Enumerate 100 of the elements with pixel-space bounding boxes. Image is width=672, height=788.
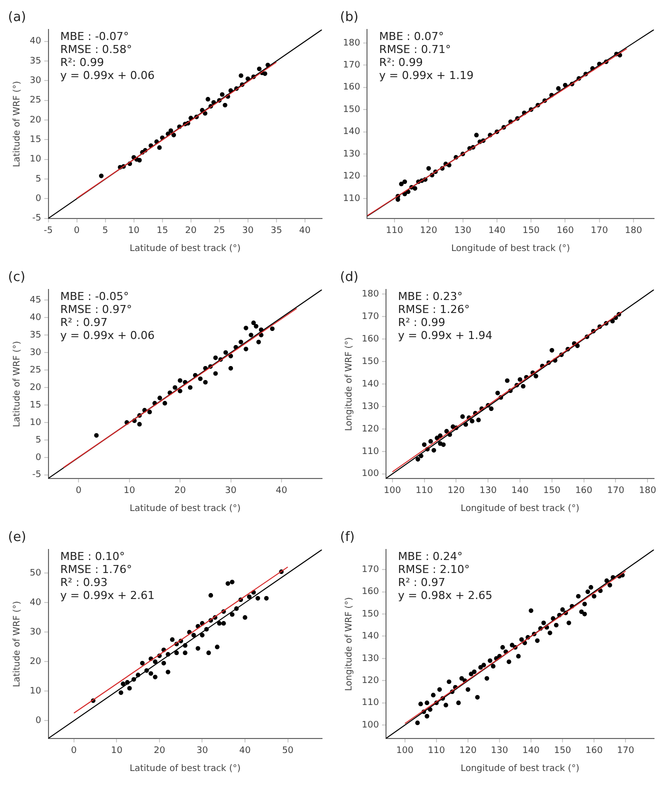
- point: [174, 650, 179, 656]
- y-tick-label: 180: [362, 289, 380, 300]
- x-tick-label: 170: [590, 226, 608, 236]
- chart-title: (c): [8, 270, 26, 286]
- x-tick-label: 140: [511, 486, 529, 496]
- chart-title: (b): [340, 10, 358, 26]
- y-tick-label: 180: [342, 38, 360, 48]
- point: [428, 439, 433, 444]
- x-tick-label: 160: [585, 746, 603, 756]
- x-tick-label: 150: [522, 226, 540, 236]
- point: [444, 428, 449, 434]
- x-tick-label: 170: [617, 746, 634, 756]
- x-tick-label: 140: [522, 746, 540, 756]
- y-tick-label: 10: [30, 418, 42, 428]
- x-tick-label: 170: [607, 486, 625, 496]
- annotation: MBE : -0.05°: [60, 290, 129, 303]
- point: [262, 71, 268, 76]
- x-tick-label: 110: [416, 486, 434, 496]
- y-tick-label: 10: [30, 154, 42, 165]
- x-tick-label: 30: [225, 486, 237, 496]
- y-tick-label: 30: [30, 628, 42, 638]
- point: [556, 86, 561, 91]
- point: [137, 158, 142, 162]
- x-tick-label: 0: [74, 226, 80, 236]
- annotation: R² : 0.97: [60, 316, 108, 329]
- annotation: MBE : 0.24°: [398, 550, 463, 563]
- y-tick-label: 0: [36, 452, 42, 463]
- x-tick-label: 25: [214, 226, 226, 236]
- point: [441, 442, 446, 447]
- x-axis-title: Longitude of best track (°): [451, 244, 570, 254]
- point: [248, 332, 254, 338]
- annotation: y = 0.99x + 0.06: [60, 68, 155, 82]
- point: [402, 179, 408, 184]
- point: [157, 145, 162, 150]
- point: [422, 442, 427, 447]
- point: [217, 621, 222, 626]
- point: [495, 390, 500, 396]
- point: [246, 594, 252, 600]
- x-tick-label: -5: [44, 226, 53, 236]
- y-tick-label: 20: [30, 115, 42, 126]
- x-tick-label: 130: [479, 486, 497, 496]
- point: [182, 650, 188, 656]
- x-tick-label: 50: [282, 746, 294, 756]
- y-tick-label: 40: [30, 36, 42, 47]
- y-tick-label: 5: [36, 435, 42, 446]
- y-axis-title: Latitude of WRF (°): [12, 80, 23, 168]
- chart-title: (f): [340, 530, 355, 546]
- point: [213, 355, 218, 360]
- annotation: R² : 0.99: [398, 316, 446, 329]
- point: [166, 670, 170, 674]
- x-tick-label: 40: [276, 486, 288, 496]
- y-tick-label: 150: [362, 356, 380, 367]
- point: [94, 433, 99, 438]
- y-tick-label: 150: [342, 104, 360, 115]
- point: [152, 674, 158, 680]
- y-tick-label: 25: [30, 96, 42, 106]
- point: [214, 644, 220, 650]
- point: [213, 371, 218, 376]
- point: [230, 612, 234, 617]
- annotation: RMSE : 0.58°: [60, 42, 132, 56]
- y-tick-label: 140: [362, 379, 380, 390]
- point: [518, 377, 522, 382]
- point: [270, 326, 275, 332]
- y-tick-label: 140: [342, 127, 360, 138]
- point: [244, 326, 248, 330]
- point: [172, 385, 178, 390]
- point: [228, 354, 234, 358]
- point: [188, 385, 192, 390]
- y-tick-label: 40: [30, 312, 42, 323]
- point: [244, 346, 248, 352]
- y-tick-label: 40: [30, 598, 42, 608]
- x-tick-label: 35: [270, 226, 282, 236]
- point: [137, 422, 142, 427]
- y-tick-label: 30: [30, 348, 42, 358]
- y-tick-label: -5: [32, 470, 42, 480]
- annotation: RMSE : 0.71°: [379, 42, 451, 56]
- x-axis-title: Longitude of best track (°): [460, 764, 580, 774]
- y-tick-label: 160: [362, 587, 380, 598]
- point: [200, 632, 205, 638]
- y-axis-title: Longitude of WRF (°): [344, 597, 355, 691]
- point: [98, 174, 104, 178]
- x-tick-label: 130: [454, 226, 472, 236]
- point: [474, 132, 479, 138]
- y-tick-label: 30: [30, 76, 42, 86]
- y-tick-label: 170: [362, 564, 380, 575]
- y-tick-label: 100: [362, 720, 380, 730]
- y-tick-label: 140: [362, 632, 380, 642]
- y-tick-label: 160: [362, 334, 380, 344]
- point: [230, 580, 234, 584]
- point: [178, 388, 182, 394]
- x-tick-label: 100: [384, 486, 402, 496]
- x-tick-label: 130: [490, 746, 508, 756]
- point: [460, 414, 465, 419]
- chart-title: (e): [8, 530, 26, 546]
- point: [208, 593, 214, 598]
- y-tick-label: 120: [362, 424, 380, 434]
- point: [118, 690, 124, 695]
- x-tick-label: 180: [624, 226, 642, 236]
- point: [238, 340, 244, 344]
- y-tick-label: 120: [342, 172, 360, 182]
